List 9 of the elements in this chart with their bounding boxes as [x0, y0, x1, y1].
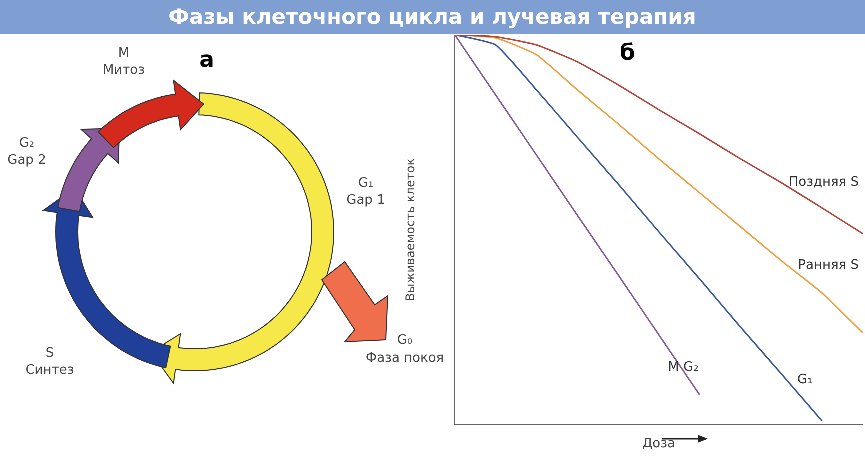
x-axis-title: Доза [642, 436, 676, 452]
text: Фазы клеточного цикла и лучевая терапия [0, 0, 865, 34]
annotation: б [620, 41, 636, 66]
y-axis-title: Выживаемость клеток [403, 158, 418, 302]
text: G₀ [396, 332, 414, 350]
series-label: G₁ [798, 372, 813, 388]
series-label: M G₂ [668, 360, 699, 375]
series-label: Ранняя S [798, 258, 859, 274]
series-label: Поздняя S [788, 175, 859, 190]
